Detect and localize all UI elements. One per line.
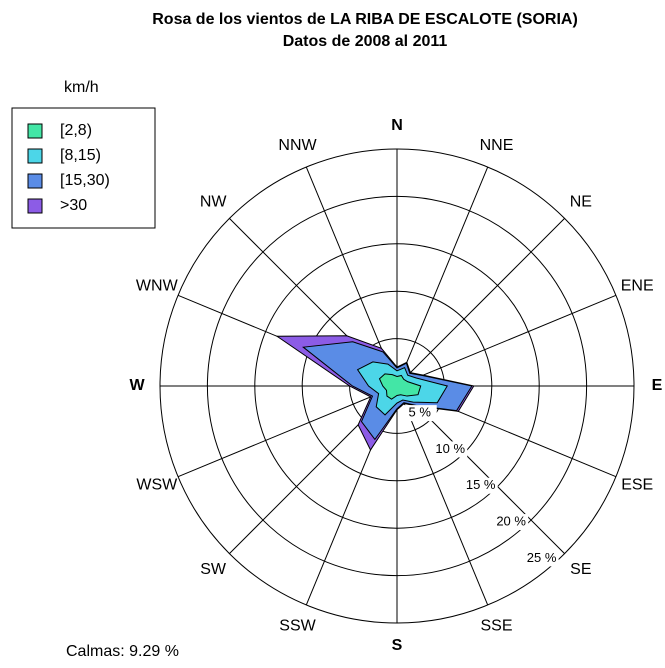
direction-label: SE bbox=[570, 561, 591, 578]
direction-label: S bbox=[392, 637, 403, 654]
chart-title: Rosa de los vientos de LA RIBA DE ESCALO… bbox=[152, 11, 578, 28]
ring-label-bg bbox=[524, 550, 559, 567]
direction-label: ESE bbox=[621, 477, 653, 494]
legend-swatch bbox=[27, 198, 43, 214]
direction-label: SSW bbox=[279, 617, 316, 634]
direction-label: WNW bbox=[136, 278, 179, 295]
legend-swatch bbox=[27, 148, 43, 164]
direction-label: SSE bbox=[480, 617, 512, 634]
ring-label: 15 % bbox=[466, 477, 496, 492]
ring-label: 5 % bbox=[409, 405, 432, 420]
chart-subtitle: Datos de 2008 al 2011 bbox=[283, 33, 448, 50]
direction-label: NW bbox=[200, 193, 228, 210]
spoke bbox=[177, 385, 398, 478]
spoke bbox=[396, 294, 617, 387]
direction-label: NNE bbox=[480, 137, 514, 154]
direction-label: NE bbox=[570, 193, 592, 210]
legend-label: [15,30) bbox=[60, 172, 110, 189]
ring-label: 10 % bbox=[435, 441, 465, 456]
ring-label: 20 % bbox=[496, 513, 526, 528]
direction-label: NNW bbox=[278, 137, 317, 154]
ring-label-bg bbox=[433, 441, 468, 458]
calm-annotation: Calmas: 9.29 % bbox=[66, 643, 179, 660]
legend-swatch bbox=[27, 123, 43, 139]
direction-label: N bbox=[391, 117, 403, 134]
legend-swatch bbox=[27, 173, 43, 189]
direction-label: WSW bbox=[136, 477, 178, 494]
direction-label: ENE bbox=[621, 278, 654, 295]
direction-label: SW bbox=[200, 561, 227, 578]
spoke bbox=[396, 166, 489, 387]
direction-label: W bbox=[129, 377, 145, 394]
spoke bbox=[396, 385, 489, 606]
spoke bbox=[396, 218, 565, 387]
legend-label: >30 bbox=[60, 197, 87, 214]
ring-label-bg bbox=[463, 477, 498, 494]
legend-label: [2,8) bbox=[60, 122, 92, 139]
legend-title: km/h bbox=[64, 79, 99, 96]
ring-label: 25 % bbox=[527, 550, 557, 565]
ring-label-bg bbox=[494, 514, 529, 531]
direction-label: E bbox=[652, 377, 663, 394]
legend-label: [8,15) bbox=[60, 147, 101, 164]
ring-label-bg bbox=[402, 405, 437, 422]
wind-area bbox=[378, 373, 422, 400]
